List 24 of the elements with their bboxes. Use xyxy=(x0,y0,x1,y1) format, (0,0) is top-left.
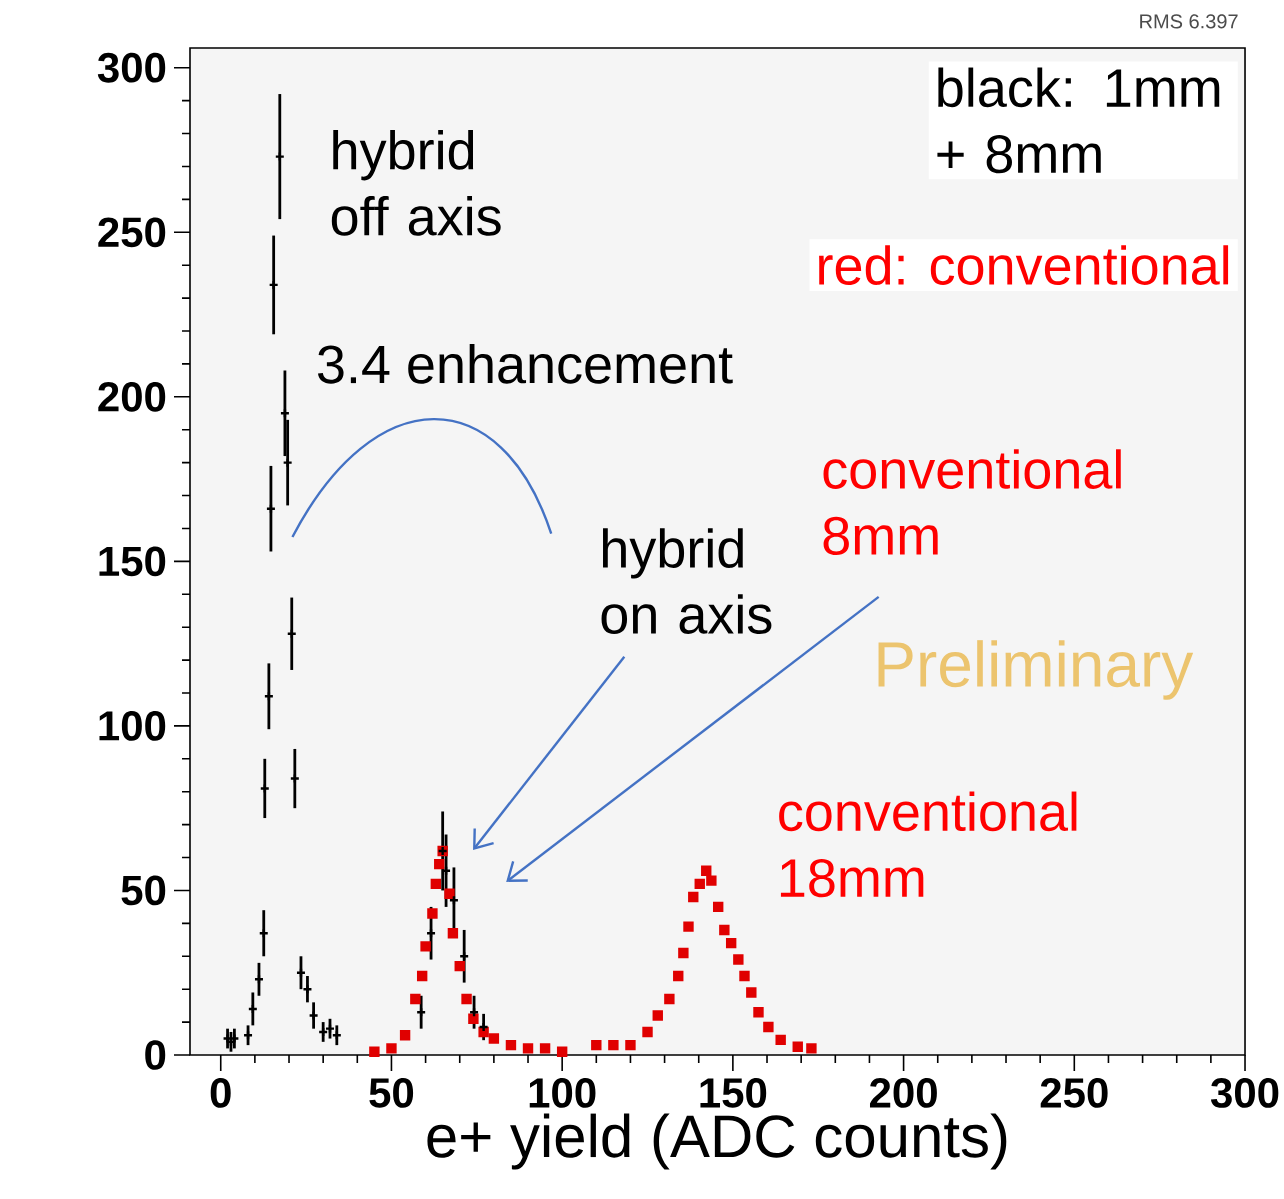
annotation: conventional 18mm xyxy=(779,791,1077,898)
y-tick-label: 0 xyxy=(145,1040,166,1070)
x-tick-label: 100 xyxy=(529,1078,596,1108)
y-tick-label: 50 xyxy=(121,875,166,906)
annotation: hybrid on axis xyxy=(601,528,772,634)
x-tick-label: 0 xyxy=(210,1078,231,1108)
y-tick-label: 150 xyxy=(99,546,166,577)
annotation: Preliminary xyxy=(878,640,1194,700)
x-axis-title: e+ yield (ADC counts) xyxy=(427,1113,1007,1170)
annotation: conventional 8mm xyxy=(823,449,1121,555)
annotation: hybrid off axis xyxy=(331,130,501,236)
y-tick-label: 100 xyxy=(99,711,166,741)
annotation: 3.4 enhancement xyxy=(317,343,733,384)
annotation: black: 1mm + 8mm xyxy=(937,67,1220,174)
x-tick-label: 300 xyxy=(1210,1078,1279,1108)
x-tick-label: 200 xyxy=(870,1078,937,1108)
y-tick-label: 200 xyxy=(98,381,166,412)
annotation: red: conventional xyxy=(819,245,1229,285)
y-tick-label: 300 xyxy=(97,52,166,83)
text: RMS 6.397 xyxy=(1140,14,1238,29)
x-tick-label: 250 xyxy=(1040,1078,1108,1108)
x-tick-label: 150 xyxy=(700,1078,767,1108)
y-tick-label: 250 xyxy=(98,217,166,248)
x-tick-label: 50 xyxy=(369,1078,414,1108)
